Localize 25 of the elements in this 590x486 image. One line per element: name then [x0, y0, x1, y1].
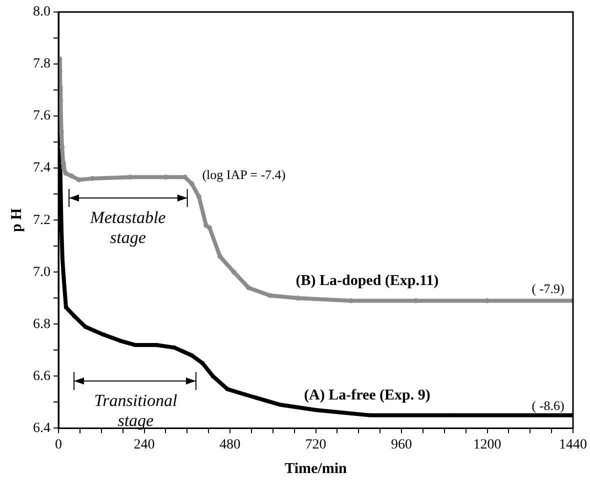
- y-tick-label: 7.6: [33, 108, 50, 124]
- series-label: (A) La-free (Exp. 9): [304, 388, 430, 404]
- y-tick-label: 7.0: [33, 264, 50, 280]
- x-tick-label: 1200: [473, 437, 502, 452]
- y-tick-label: 7.2: [33, 212, 50, 228]
- y-tick-label: 6.6: [33, 368, 50, 384]
- y-tick-label: 8.0: [33, 4, 50, 20]
- x-tick-label: 0: [55, 437, 62, 452]
- annotation: ( -8.6): [532, 398, 564, 413]
- y-tick-label: 6.8: [33, 316, 50, 332]
- y-tick-label: 7.8: [33, 56, 50, 72]
- x-tick-label: 480: [220, 437, 240, 452]
- annotation: Transitional stage: [93, 390, 178, 432]
- x-tick-label: 240: [134, 437, 155, 452]
- y-tick-label: 7.4: [33, 160, 50, 176]
- series-label: (B) La-doped (Exp.11): [296, 273, 439, 290]
- annotation: ( -7.9): [532, 281, 564, 296]
- x-tick-label: 1440: [559, 437, 587, 452]
- y-axis-title: p H: [8, 208, 25, 232]
- annotation: Metastable stage: [89, 208, 167, 248]
- y-tick-label: 6.4: [33, 420, 50, 436]
- annotation: (log IAP = -7.4): [202, 166, 286, 182]
- x-tick-label: 960: [391, 437, 412, 452]
- x-axis-title: Time/min: [284, 460, 348, 477]
- x-tick-label: 720: [305, 437, 326, 452]
